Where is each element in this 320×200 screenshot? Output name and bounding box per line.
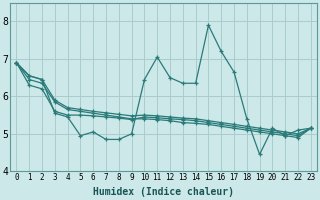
- X-axis label: Humidex (Indice chaleur): Humidex (Indice chaleur): [93, 187, 234, 197]
